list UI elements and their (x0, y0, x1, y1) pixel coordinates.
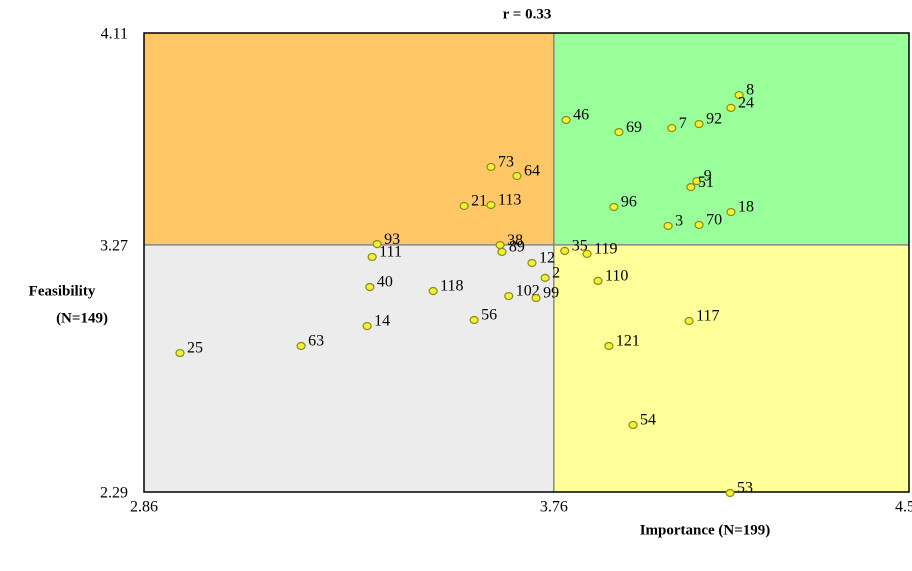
point (614, 128, 624, 137)
point (667, 123, 677, 133)
point-label: 111 (379, 244, 402, 261)
point (561, 115, 571, 125)
point (296, 341, 306, 351)
point-label: 53 (737, 480, 753, 497)
point (593, 276, 603, 286)
point-label: 117 (696, 308, 719, 325)
point-label: 12 (539, 250, 555, 267)
point (495, 240, 505, 250)
point (686, 182, 696, 192)
point-label: 54 (640, 412, 656, 429)
point (726, 103, 736, 113)
point-label: 63 (308, 333, 324, 350)
point (694, 220, 704, 230)
point (497, 247, 507, 257)
point (540, 273, 550, 282)
point (175, 348, 185, 358)
point-label: 46 (573, 107, 589, 124)
point (459, 201, 469, 211)
point (684, 316, 694, 326)
point (512, 171, 522, 181)
point (609, 202, 619, 212)
point-label: 70 (706, 212, 722, 229)
point (692, 176, 702, 186)
point-label: 38 (507, 232, 523, 249)
quadrant (553, 244, 909, 492)
point (504, 291, 514, 301)
point (362, 321, 372, 331)
point-label: 64 (524, 163, 540, 180)
point-label: 24 (738, 95, 754, 112)
point (372, 239, 382, 249)
point (604, 341, 614, 351)
y-tick-label: 2.29 (100, 485, 128, 502)
point-label: 99 (543, 285, 559, 302)
y-tick-label: 4.11 (101, 26, 128, 43)
y-axis-label: Feasibility (29, 283, 96, 299)
x-tick-label: 4.54 (895, 499, 912, 516)
quadrant (144, 244, 554, 492)
y-axis-label: (N=149) (56, 310, 108, 326)
point-label: 121 (616, 333, 640, 350)
point-label: 3 (675, 213, 683, 230)
point-label: 118 (440, 278, 463, 295)
point-label: 110 (605, 268, 628, 285)
point-label: 14 (374, 313, 390, 330)
point-label: 56 (481, 307, 497, 324)
point-label: 69 (626, 119, 642, 136)
point (663, 221, 673, 231)
point-label: 35 (572, 238, 588, 255)
point (734, 90, 744, 100)
point (367, 252, 377, 262)
point-label: 73 (498, 154, 514, 171)
plot-frame (143, 32, 910, 493)
point-label: 89 (509, 239, 525, 256)
chart-title: r = 0.33 (503, 6, 552, 22)
point (725, 488, 735, 498)
point (428, 286, 438, 296)
y-tick-label: 3.27 (100, 238, 128, 255)
point-label: 92 (706, 111, 722, 128)
point-label: 51 (698, 174, 714, 191)
point-label: 93 (384, 231, 400, 248)
point (694, 119, 704, 129)
point (560, 246, 570, 255)
point-label: 96 (621, 194, 637, 211)
point-label: 2 (552, 265, 560, 282)
point (486, 162, 496, 172)
point (582, 249, 592, 259)
point (469, 315, 479, 325)
x-axis-label: Importance (N=199) (640, 522, 771, 538)
point-label: 113 (498, 192, 521, 209)
point (365, 282, 375, 292)
point-label: 119 (594, 241, 617, 258)
point (726, 207, 736, 217)
x-tick-label: 2.86 (130, 499, 158, 516)
point-label: 8 (746, 82, 754, 99)
point-label: 7 (679, 115, 687, 132)
x-tick-label: 3.76 (540, 499, 568, 516)
point (486, 200, 496, 210)
point (628, 420, 638, 430)
point (531, 293, 541, 303)
point-label: 25 (187, 340, 203, 357)
point-label: 9 (704, 168, 712, 185)
point (527, 258, 537, 268)
point-label: 40 (377, 274, 393, 291)
point-label: 21 (471, 193, 487, 210)
quadrant (144, 33, 554, 245)
point-label: 18 (738, 199, 754, 216)
